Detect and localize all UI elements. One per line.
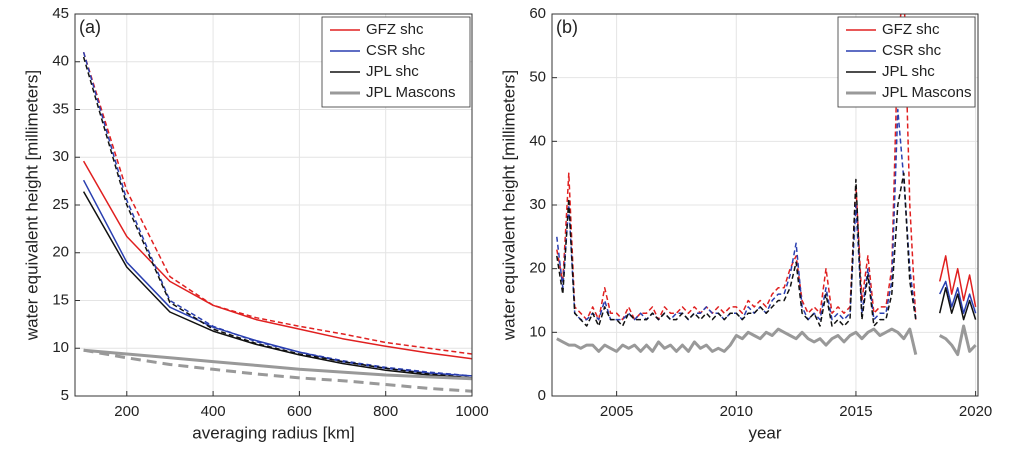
x-axis-label: averaging radius [km]	[192, 423, 355, 442]
x-tick-label: 800	[373, 403, 398, 420]
data-line	[556, 327, 918, 355]
panel: 5 10 15 20 25 30 35 40 45 200 400 600 800 1000 (a) aver…	[22, 5, 488, 443]
y-tick-label: 35	[52, 100, 69, 117]
y-axis-label: water equivalent height [millimeters]	[22, 70, 41, 341]
y-tick-label: 15	[52, 291, 69, 308]
legend-label: JPL shc	[366, 63, 419, 80]
legend-label: CSR shc	[366, 42, 426, 59]
data-line	[556, 172, 917, 327]
x-tick-label: 2010	[720, 403, 753, 420]
y-tick-label: 0	[538, 387, 546, 404]
x-axis-label: year	[748, 423, 781, 442]
data-line	[938, 287, 977, 321]
x-tick-label: 2005	[600, 403, 633, 420]
panel-label: (b)	[556, 17, 578, 37]
panel: 0 10 20 30 40 50 60 2005 2010 2015 2020 (b) year wate…	[499, 5, 992, 443]
data-line	[82, 160, 472, 360]
y-tick-label: 40	[52, 53, 69, 70]
data-line	[82, 191, 472, 379]
data-line	[82, 51, 472, 355]
axes-frame	[551, 13, 979, 397]
x-tick-label: 200	[114, 403, 139, 420]
data-line	[82, 56, 472, 379]
y-tick-label: 45	[52, 5, 69, 22]
data-line	[938, 324, 977, 357]
legend-label: CSR shc	[882, 42, 942, 59]
data-line	[939, 280, 977, 314]
data-line	[83, 348, 472, 381]
y-tick-label: 40	[529, 132, 546, 149]
legend-label: JPL Mascons	[882, 84, 971, 101]
data-line	[556, 14, 917, 321]
data-line	[83, 348, 472, 393]
x-tick-label: 1000	[455, 403, 488, 420]
legend-label: JPL Mascons	[366, 84, 455, 101]
y-tick-label: 20	[52, 244, 69, 261]
y-axis-label: water equivalent height [millimeters]	[499, 70, 518, 341]
legend-label: GFZ shc	[366, 21, 424, 38]
y-tick-label: 60	[529, 5, 546, 22]
panel-label: (a)	[79, 17, 101, 37]
y-tick-label: 5	[61, 387, 69, 404]
legend-label: JPL shc	[882, 63, 935, 80]
legend: GFZ shc CSR shc JPL shc JPL Mascons	[321, 16, 471, 108]
y-tick-label: 25	[52, 196, 69, 213]
y-tick-label: 30	[529, 196, 546, 213]
data-line	[938, 255, 977, 308]
legend: GFZ shc CSR shc JPL shc JPL Mascons	[837, 16, 976, 108]
y-tick-label: 20	[529, 260, 546, 277]
data-line	[82, 179, 472, 377]
y-tick-label: 10	[529, 323, 546, 340]
plot-area	[556, 14, 977, 357]
legend-label: GFZ shc	[882, 21, 940, 38]
x-tick-label: 2015	[839, 403, 872, 420]
y-tick-label: 30	[52, 148, 69, 165]
x-tick-label: 400	[201, 403, 226, 420]
y-tick-label: 50	[529, 69, 546, 86]
axes-frame	[74, 13, 473, 397]
x-tick-label: 600	[287, 403, 312, 420]
plot-area	[82, 51, 472, 393]
y-tick-label: 10	[52, 339, 69, 356]
x-tick-label: 2020	[959, 403, 992, 420]
data-line	[82, 51, 472, 377]
